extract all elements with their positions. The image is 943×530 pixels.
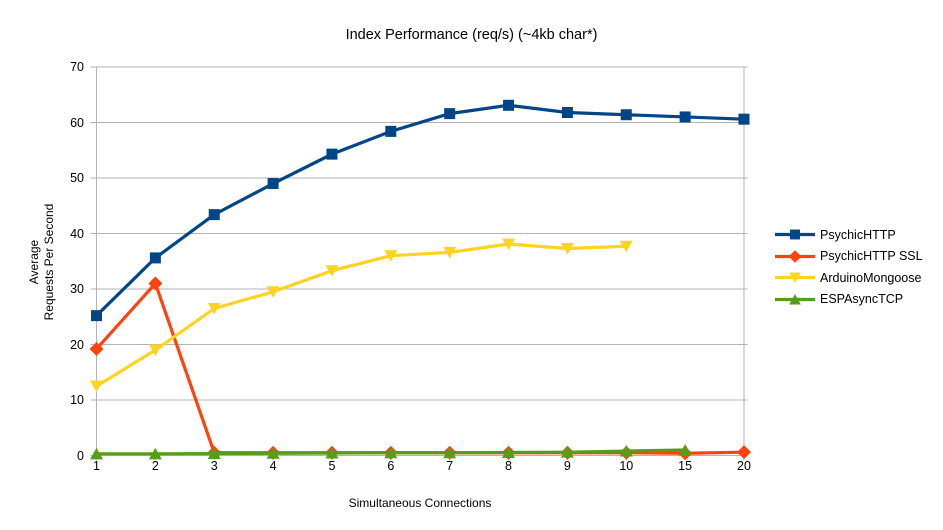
data-point-espasynctcp — [148, 447, 162, 460]
x-tick-label: 15 — [678, 459, 693, 473]
x-tick-label: 2 — [151, 459, 159, 473]
x-tick-label: 1 — [93, 459, 100, 473]
legend-label-psychichttp: PsychicHTTP — [820, 227, 896, 242]
data-point-arduinomongoose — [266, 286, 280, 298]
legend-item-psychichttp-ssl: PsychicHTTP SSL — [775, 246, 923, 268]
data-point-psychichttp — [91, 310, 102, 322]
data-point-psychichttp-ssl — [89, 341, 104, 356]
legend-item-arduinomongoose: ArduinoMongoose — [775, 267, 923, 289]
y-tick-label: 10 — [70, 393, 84, 407]
x-tick-label: 10 — [619, 459, 634, 473]
data-point-arduinomongoose — [384, 250, 398, 262]
legend-marker-arduinomongoose — [789, 272, 801, 284]
x-tick-label: 6 — [387, 459, 395, 473]
data-point-arduinomongoose — [502, 238, 516, 251]
data-point-espasynctcp — [207, 447, 221, 460]
x-tick-label: 9 — [563, 459, 571, 473]
data-point-arduinomongoose — [90, 380, 103, 393]
chart-title: Index Performance (req/s) (~4kb char*) — [345, 27, 598, 43]
y-tick-label: 30 — [70, 282, 84, 296]
legend-marker-psychichttp — [790, 229, 800, 240]
data-point-psychichttp — [620, 109, 632, 121]
y-tick-label: 0 — [77, 448, 84, 463]
data-point-espasynctcp — [502, 446, 516, 458]
legend-label-psychichttp-ssl: PsychicHTTP SSL — [820, 249, 923, 264]
series-line-psychichttp — [95, 103, 745, 317]
y-axis-title: Average Requests Per Second — [27, 204, 57, 321]
data-point-psychichttp — [326, 148, 338, 160]
data-point-espasynctcp — [560, 446, 574, 458]
data-point-psychichttp-ssl — [148, 276, 163, 291]
legend-item-psychichttp: PsychicHTTP — [775, 224, 923, 246]
data-point-espasynctcp — [325, 447, 339, 459]
y-tick-label: 20 — [70, 337, 84, 352]
x-tick-label: 4 — [269, 459, 277, 473]
diamond-legend-swatch-icon — [775, 249, 815, 263]
legend-item-espasynctcp: ESPAsyncTCP — [775, 289, 923, 311]
x-axis-title: Simultaneous Connections — [348, 496, 492, 510]
data-point-psychichttp — [149, 252, 161, 264]
y-axis-title-line1: Average — [27, 239, 41, 285]
data-point-psychichttp — [444, 108, 456, 120]
data-point-psychichttp — [208, 209, 220, 221]
x-tick-label: 8 — [505, 459, 512, 473]
y-tick-label: 40 — [70, 226, 84, 241]
x-tick-label: 3 — [210, 459, 218, 473]
y-axis-title-line2: Requests Per Second — [42, 203, 56, 321]
y-tick-label: 60 — [70, 115, 84, 130]
data-point-psychichttp — [267, 178, 279, 190]
y-tick-label: 50 — [70, 171, 84, 185]
data-point-arduinomongoose — [325, 265, 339, 277]
data-point-psychichttp-ssl — [737, 445, 751, 460]
legend-marker-psychichttp-ssl — [788, 249, 802, 263]
triangle-up-legend-swatch-icon — [775, 293, 815, 305]
data-point-psychichttp — [503, 99, 515, 111]
data-point-espasynctcp — [443, 446, 457, 459]
triangle-down-legend-swatch-icon — [775, 272, 815, 284]
legend-marker-espasynctcp — [789, 293, 801, 305]
data-point-espasynctcp — [384, 446, 398, 459]
square-legend-swatch-icon — [775, 229, 815, 240]
data-point-arduinomongoose — [560, 242, 574, 255]
x-tick-label: 7 — [446, 459, 454, 473]
data-point-psychichttp — [561, 107, 573, 119]
legend-label-espasynctcp: ESPAsyncTCP — [820, 292, 904, 307]
data-point-espasynctcp — [90, 447, 103, 460]
legend-label-arduinomongoose: ArduinoMongoose — [820, 270, 922, 285]
data-point-arduinomongoose — [619, 240, 633, 253]
data-point-psychichttp — [738, 113, 750, 125]
data-point-espasynctcp — [678, 443, 692, 456]
data-point-espasynctcp — [266, 447, 280, 459]
data-point-espasynctcp — [619, 445, 633, 457]
x-tick-label: 5 — [328, 459, 336, 473]
y-tick-label: 70 — [70, 60, 84, 74]
x-tick-label: 20 — [737, 459, 751, 473]
legend: PsychicHTTP PsychicHTTP SSL ArduinoMongoos… — [775, 224, 923, 310]
data-point-arduinomongoose — [207, 302, 221, 315]
series-line-arduinomongoose — [95, 242, 627, 388]
data-point-psychichttp — [385, 125, 397, 137]
series-line-psychichttp-ssl — [95, 280, 745, 455]
data-point-arduinomongoose — [148, 344, 162, 357]
data-point-arduinomongoose — [443, 246, 457, 259]
data-point-psychichttp — [679, 111, 691, 123]
